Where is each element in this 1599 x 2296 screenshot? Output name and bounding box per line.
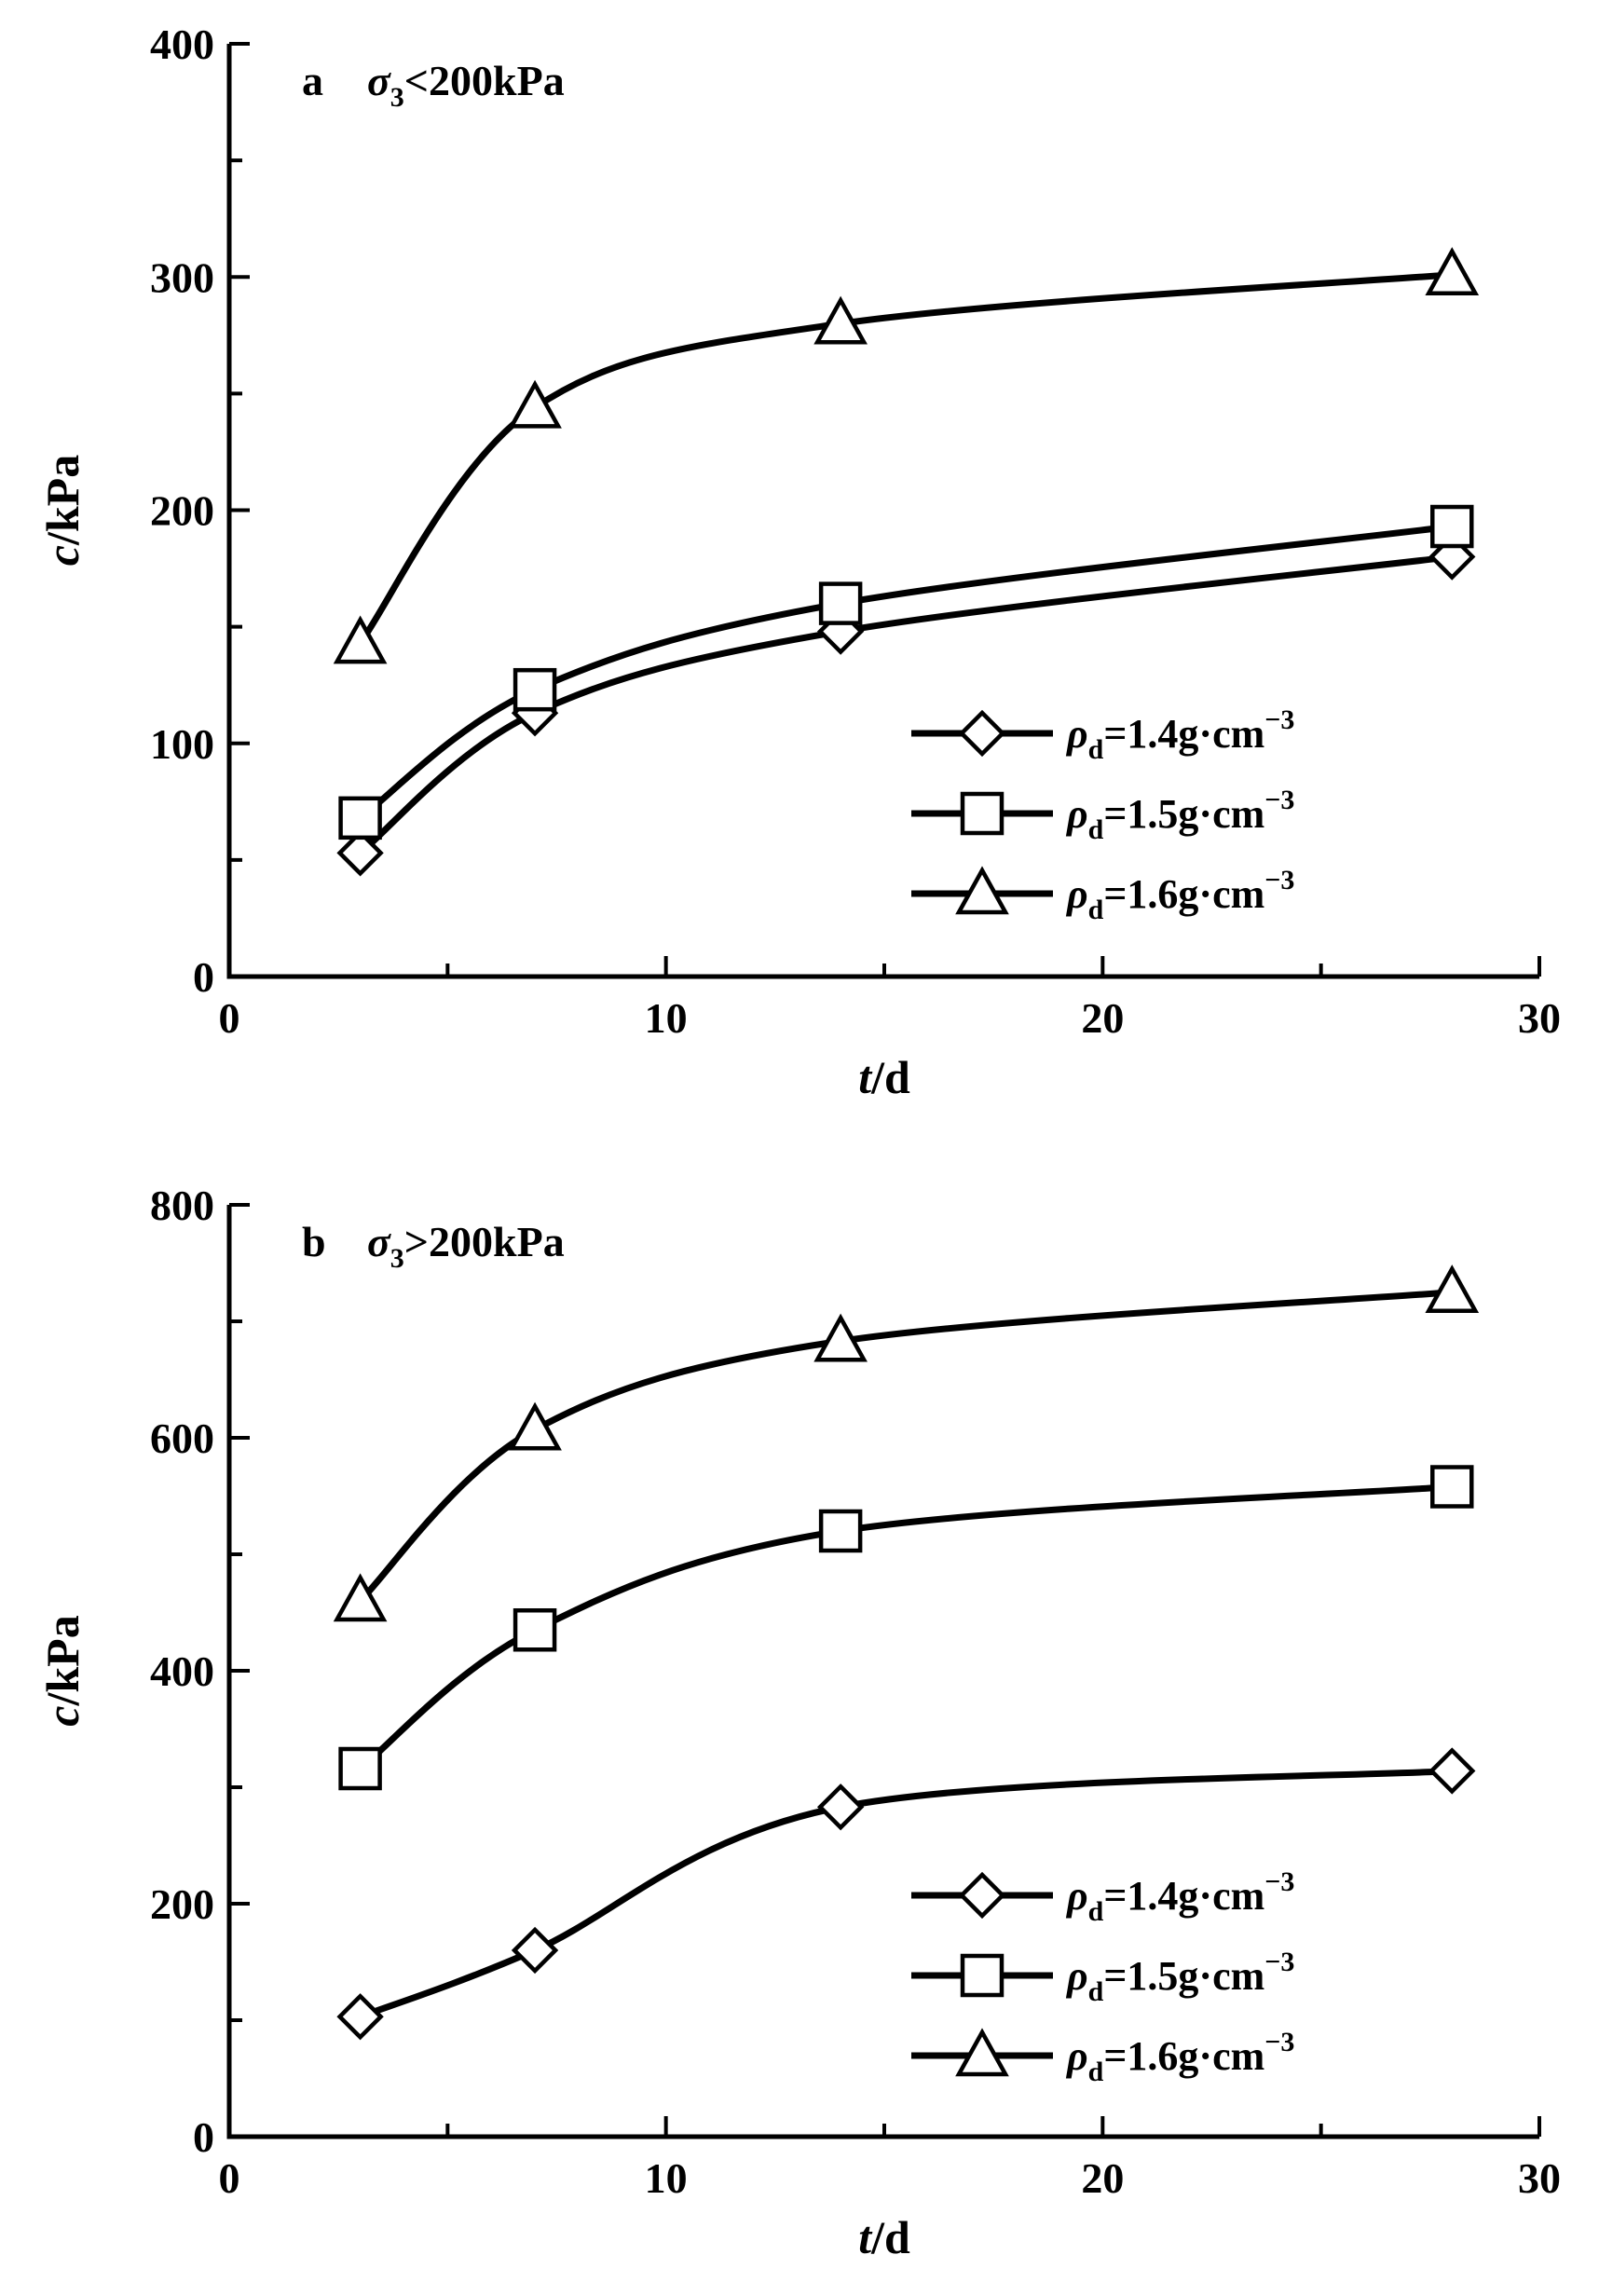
y-tick-label: 600 [150, 1414, 214, 1462]
data-point [333, 1573, 388, 1622]
x-tick-label: 10 [645, 994, 688, 1042]
x-tick-label: 20 [1081, 994, 1124, 1042]
x-tick-label: 30 [1518, 2154, 1561, 2202]
y-tick-label: 300 [150, 253, 214, 301]
data-point [508, 1401, 562, 1451]
y-axis-label: c/kPa [36, 1615, 89, 1726]
condition-subscript: 3 [390, 1243, 404, 1274]
x-axis-var: t [858, 2211, 873, 2263]
legend-entry: ρd=1.4g·cm−3 [911, 1866, 1294, 1927]
legend-entry: ρd=1.6g·cm−3 [911, 2027, 1294, 2087]
x-axis-var: t [858, 1051, 873, 1103]
series-line [357, 554, 1456, 856]
y-tick-label: 0 [193, 2113, 214, 2161]
legend-label: ρd=1.6g·cm−3 [1065, 865, 1294, 925]
series-square [338, 504, 1474, 840]
y-tick-label: 0 [193, 953, 214, 1001]
legend-label: ρd=1.5g·cm−3 [1065, 1947, 1294, 2007]
x-tick-label: 20 [1081, 2154, 1124, 2202]
condition-annotation: σ3>200kPa [367, 1218, 565, 1274]
x-axis-unit: /d [870, 1051, 910, 1103]
data-point [508, 379, 562, 429]
legend-entry: ρd=1.6g·cm−3 [911, 865, 1294, 925]
legend-marker [958, 709, 1006, 758]
condition-annotation: σ3<200kPa [367, 57, 565, 113]
x-axis-label: t/d [858, 1051, 910, 1103]
legend-entry: ρd=1.4g·cm−3 [911, 704, 1294, 765]
data-point [338, 1746, 382, 1791]
y-axis-var: c [36, 545, 89, 566]
legend-marker [955, 866, 1009, 915]
panel-label: a [302, 57, 323, 104]
data-point [336, 829, 384, 877]
legend-label: ρd=1.5g·cm−3 [1065, 785, 1294, 845]
legend-marker [955, 2028, 1009, 2077]
series-triangle [333, 247, 1480, 664]
legend-label: ρd=1.4g·cm−3 [1065, 704, 1294, 765]
data-point [333, 615, 388, 664]
data-point [1428, 1747, 1476, 1795]
legend-label: ρd=1.4g·cm−3 [1065, 1866, 1294, 1927]
panel-label: b [302, 1218, 326, 1265]
y-tick-label: 400 [150, 1647, 214, 1695]
condition-relation: >200kPa [404, 1218, 565, 1265]
y-axis-unit: /kPa [36, 455, 89, 546]
y-tick-label: 100 [150, 720, 214, 768]
axes [226, 1205, 1539, 2139]
condition-symbol: σ [367, 57, 391, 104]
series-line [357, 1768, 1456, 2020]
x-tick-label: 0 [219, 994, 240, 1042]
series-triangle [333, 1264, 1480, 1622]
y-axis-label: c/kPa [36, 455, 89, 566]
axes [226, 44, 1539, 979]
data-point [818, 1509, 863, 1553]
y-tick-label: 400 [150, 20, 214, 68]
data-point [813, 295, 868, 345]
legend-marker [960, 1953, 1004, 1998]
x-tick-label: 10 [645, 2154, 688, 2202]
series-line [357, 1289, 1456, 1605]
data-point [336, 1993, 384, 2041]
y-tick-label: 800 [150, 1182, 214, 1229]
y-axis-var: c [36, 1706, 89, 1727]
series-line [357, 271, 1456, 647]
condition-symbol: σ [367, 1218, 391, 1265]
series-diamond [336, 1747, 1476, 2041]
data-point [1425, 1264, 1480, 1313]
data-point [816, 1784, 865, 1831]
data-point [1430, 504, 1474, 549]
series-line [357, 523, 1456, 822]
series-square [338, 1465, 1474, 1791]
condition-relation: <200kPa [404, 57, 565, 104]
x-tick-label: 30 [1518, 994, 1561, 1042]
data-point [813, 1313, 868, 1362]
legend-entry: ρd=1.5g·cm−3 [911, 785, 1294, 845]
data-point [512, 1608, 557, 1652]
y-tick-label: 200 [150, 487, 214, 535]
legend-entry: ρd=1.5g·cm−3 [911, 1947, 1294, 2007]
condition-subscript: 3 [390, 82, 404, 113]
x-axis-unit: /d [870, 2211, 910, 2263]
data-point [818, 581, 863, 625]
data-point [1425, 247, 1480, 295]
x-tick-label: 0 [219, 2154, 240, 2202]
legend-marker [960, 791, 1004, 836]
data-point [512, 667, 557, 712]
data-point [338, 796, 382, 840]
y-axis-unit: /kPa [36, 1615, 89, 1706]
legend-marker [958, 1871, 1006, 1920]
series-line [357, 1483, 1456, 1772]
legend-label: ρd=1.6g·cm−3 [1065, 2027, 1294, 2087]
y-tick-label: 200 [150, 1880, 214, 1928]
data-point [1430, 1465, 1474, 1509]
x-axis-label: t/d [858, 2211, 910, 2263]
data-point [511, 1926, 559, 1975]
